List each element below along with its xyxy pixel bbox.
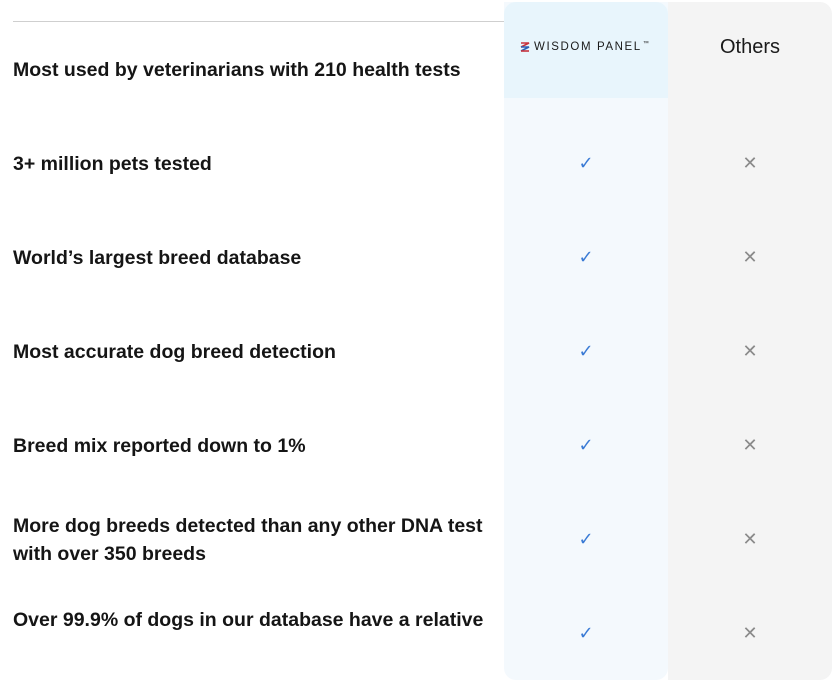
feature-label: Most accurate dog breed detection (13, 341, 336, 363)
wisdom-panel-column-header (504, 2, 668, 98)
feature-label: More dog breeds detected than any other … (13, 515, 483, 565)
check-icon: ✓ (578, 247, 594, 267)
check-icon: ✓ (578, 153, 594, 173)
divider (13, 21, 504, 22)
brand-name: WISDOM PANEL (534, 41, 642, 53)
cross-icon: ✕ (742, 623, 758, 643)
cross-icon: ✕ (742, 435, 758, 455)
check-icon: ✓ (578, 341, 594, 361)
wisdom-panel-logo: WISDOM PANEL™ (520, 40, 660, 54)
cross-icon: ✕ (742, 529, 758, 549)
trademark: ™ (642, 41, 649, 48)
check-icon: ✓ (578, 435, 594, 455)
cross-icon: ✕ (742, 247, 758, 267)
feature-label: 3+ million pets tested (13, 153, 212, 175)
check-icon: ✓ (578, 529, 594, 549)
wisdom-panel-logo-icon (520, 42, 530, 52)
others-column-label: Others (719, 36, 781, 58)
check-icon: ✓ (578, 623, 594, 643)
feature-label: Most used by veterinarians with 210 heal… (13, 59, 461, 81)
cross-icon: ✕ (742, 153, 758, 173)
feature-label: World’s largest breed database (13, 247, 302, 269)
brand-label: WISDOM PANEL™ (534, 41, 649, 53)
others-column (668, 2, 832, 680)
wisdom-panel-column (504, 2, 668, 680)
feature-label: Over 99.9% of dogs in our database have … (13, 609, 484, 631)
cross-icon: ✕ (742, 341, 758, 361)
feature-label: Breed mix reported down to 1% (13, 435, 306, 457)
